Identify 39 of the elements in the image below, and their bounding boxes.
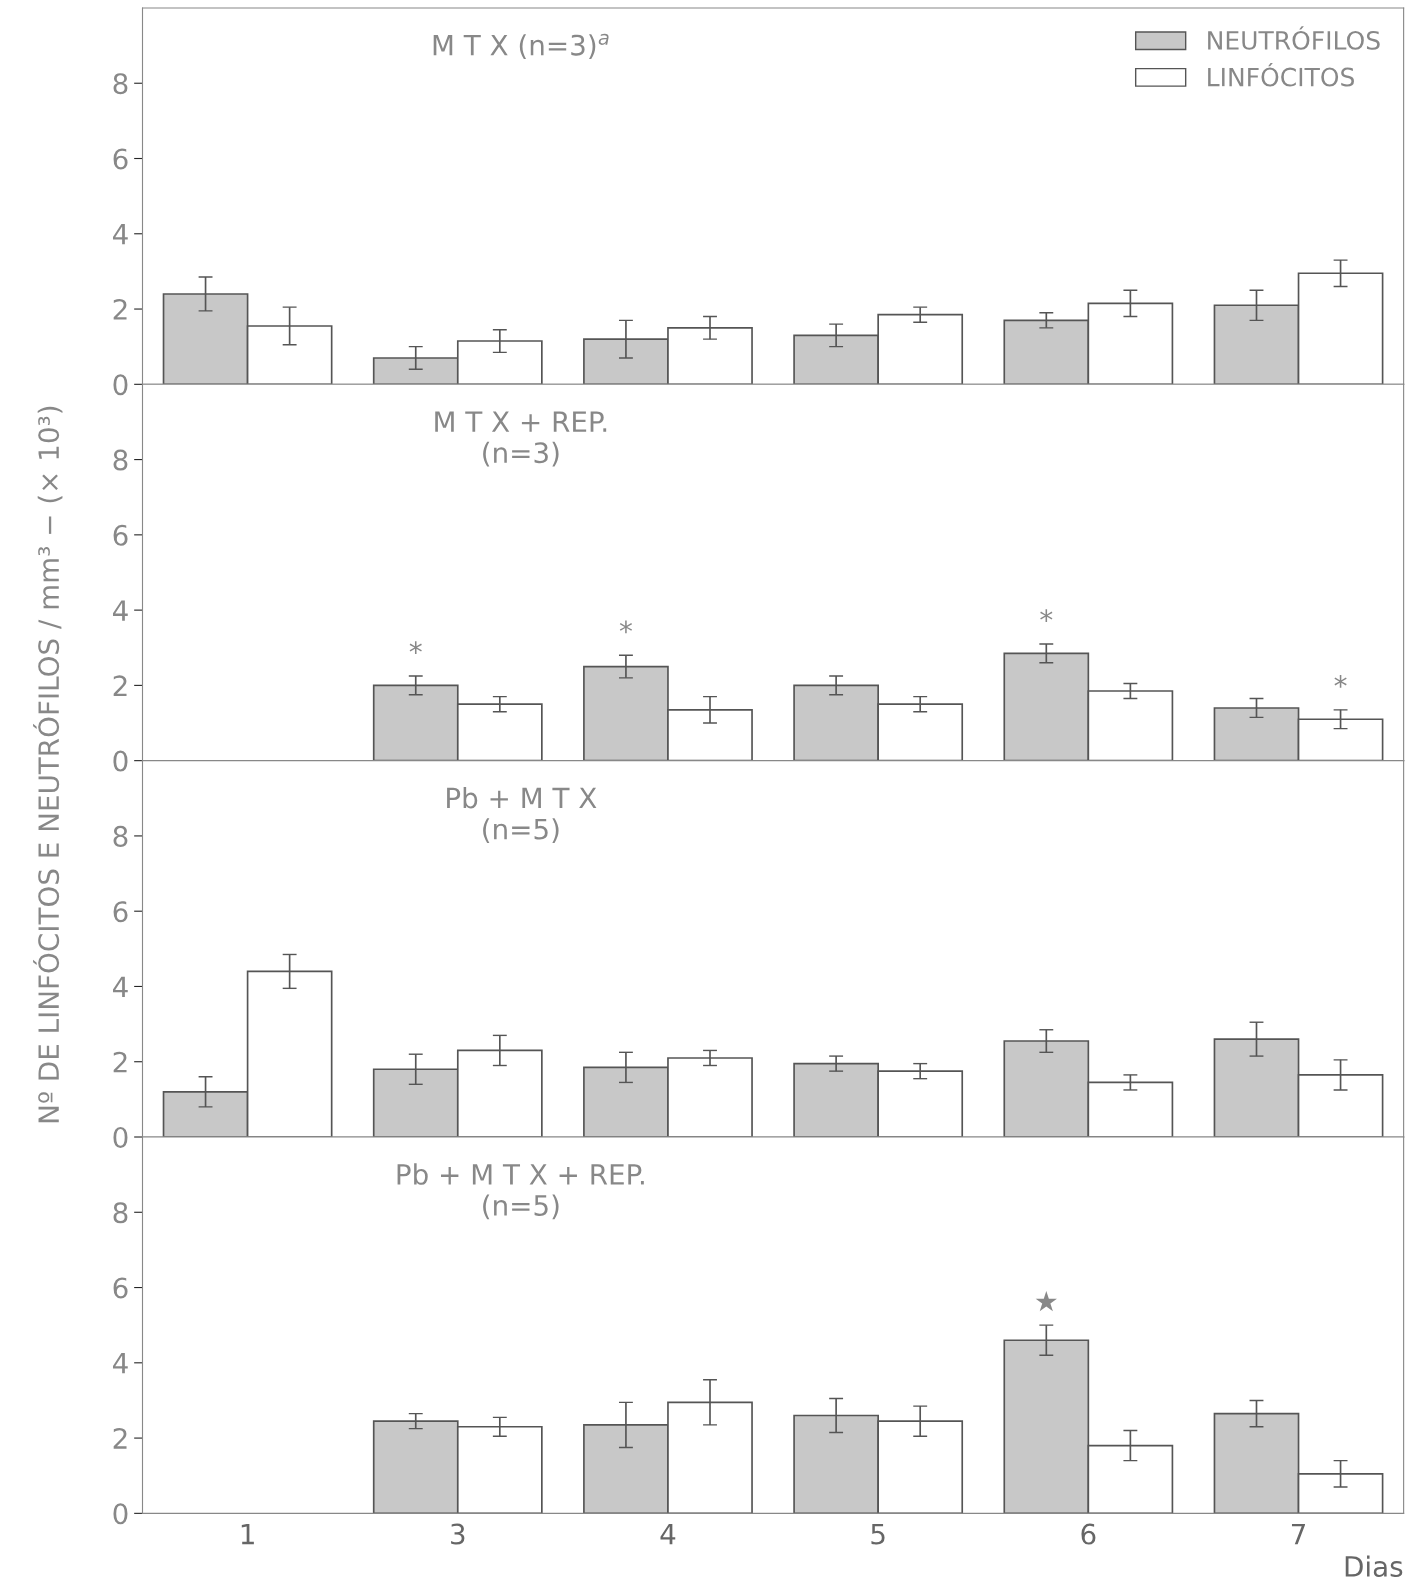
x-tick-label: 3: [451, 1523, 465, 1545]
x-tick-label: 1: [241, 1523, 254, 1545]
annotation: M T X (n=3)$^{a}$: [433, 33, 609, 59]
y-tick-label: 0: [113, 374, 128, 396]
y-axis-title: Nº DE LINFÓCITOS E NEUTRÓFILOS / mm³ − (× 10³): [33, 406, 63, 1123]
y-tick-label: 8: [113, 825, 128, 847]
y-tick-label: 6: [113, 524, 128, 546]
y-tick-label: 8: [113, 73, 128, 95]
y-tick-label: 0: [113, 1503, 128, 1525]
y-tick-label: 2: [113, 1051, 127, 1073]
y-tick-label: 8: [113, 449, 128, 471]
y-tick-label: 0: [113, 750, 128, 772]
y-tick-label: 6: [113, 1277, 128, 1299]
y-tick-label: 4: [112, 1353, 128, 1374]
annotation: *: [409, 641, 422, 654]
x-axis-title: Dias: [1345, 1555, 1403, 1578]
y-tick-label: 4: [112, 600, 128, 621]
y-tick-label: 4: [112, 976, 128, 998]
annotation: *: [1334, 675, 1347, 688]
x-tick-label: 6: [1081, 1523, 1096, 1545]
annotation: Pb + M T X + REP. (n=5): [397, 1163, 644, 1220]
y-tick-label: 6: [113, 901, 128, 923]
x-tick-label: 5: [871, 1523, 885, 1545]
legend-label: NEUTRÓFILOS: [1208, 26, 1380, 50]
y-tick-label: 6: [113, 148, 128, 170]
annotation: Pb + M T X (n=5): [447, 787, 597, 843]
y-tick-label: 4: [112, 224, 128, 245]
y-tick-label: 2: [113, 298, 127, 320]
x-tick-label: 7: [1291, 1523, 1305, 1545]
y-tick-label: 8: [113, 1202, 128, 1224]
annotation: ★: [1035, 1290, 1057, 1312]
y-tick-label: 2: [113, 675, 127, 696]
y-tick-label: 2: [113, 1428, 127, 1449]
annotation: M T X + REP. (n=3): [435, 411, 607, 467]
legend-label: LINFÓCITOS: [1208, 63, 1354, 87]
annotation: *: [619, 620, 633, 634]
x-tick-label: 4: [660, 1523, 676, 1545]
annotation: *: [1040, 609, 1053, 622]
y-tick-label: 0: [113, 1126, 128, 1148]
